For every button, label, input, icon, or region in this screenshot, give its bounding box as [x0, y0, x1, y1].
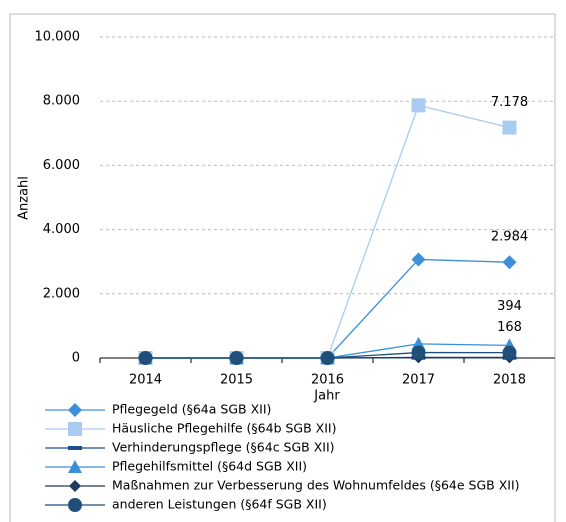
y-tick-label: 8.000: [43, 94, 80, 109]
marker: [68, 460, 82, 473]
marker: [229, 351, 244, 365]
marker: [411, 252, 426, 267]
value-label: 2.984: [491, 230, 528, 245]
legend-label: Pflegegeld (§64a SGB XII): [112, 402, 271, 417]
y-tick-label: 4.000: [43, 222, 80, 237]
series-line: [145, 258, 510, 359]
x-tick-label: 2016: [311, 373, 344, 388]
marker: [411, 345, 426, 360]
y-axis-label: Anzahl: [17, 176, 32, 220]
marker: [68, 498, 82, 512]
value-label: 168: [497, 320, 522, 335]
series-line: [145, 104, 510, 359]
y-tick-label: 10.000: [35, 30, 81, 45]
legend-label: Verhinderungspflege (§64c SGB XII): [112, 440, 335, 455]
value-label: 394: [497, 299, 522, 314]
y-tick-label: 2.000: [43, 286, 80, 301]
marker: [68, 446, 82, 450]
legend-label: anderen Leistungen (§64f SGB XII): [112, 497, 327, 512]
marker: [502, 345, 517, 360]
chart-frame: [9, 13, 556, 522]
y-tick-label: 6.000: [43, 158, 80, 173]
legend-label: Pflegehilfsmittel (§64d SGB XII): [112, 459, 307, 474]
x-tick-label: 2014: [129, 373, 162, 388]
marker: [138, 351, 153, 365]
marker: [320, 351, 335, 365]
marker: [411, 98, 426, 113]
y-tick-label: 0: [72, 351, 80, 366]
marker: [68, 403, 82, 417]
marker: [502, 120, 517, 135]
legend-label: Maßnahmen zur Verbesserung des Wohnumfel…: [112, 478, 520, 493]
x-tick-label: 2015: [220, 373, 253, 388]
legend-label: Häusliche Pflegehilfe (§64b SGB XII): [112, 421, 336, 436]
x-tick-label: 2018: [493, 373, 526, 388]
x-tick-label: 2017: [402, 373, 435, 388]
marker: [68, 422, 82, 436]
x-axis-label: Jahr: [313, 389, 340, 404]
value-label: 7.178: [491, 95, 528, 110]
marker: [69, 480, 81, 492]
marker: [502, 255, 517, 270]
